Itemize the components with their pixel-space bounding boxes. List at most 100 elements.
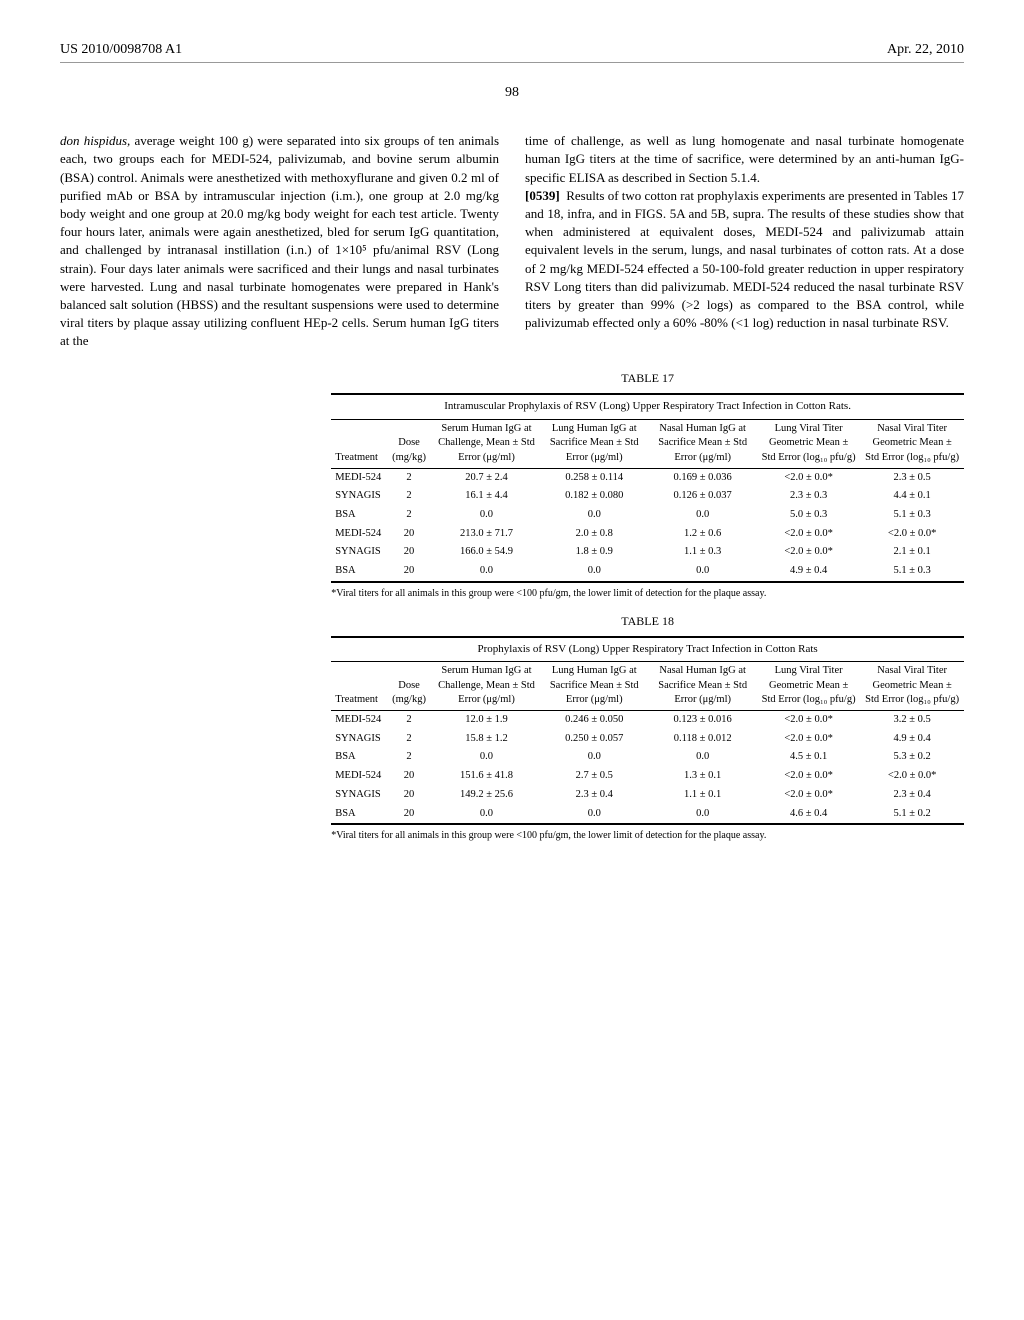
table-header: Nasal Viral Titer Geometric Mean ± Std E… <box>860 662 964 711</box>
table-cell: 4.6 ± 0.4 <box>757 805 860 825</box>
table-header: Lung Human IgG at Sacrifice Mean ± Std E… <box>540 420 648 469</box>
table-cell: 0.0 <box>648 562 757 582</box>
table-cell: 2.1 ± 0.1 <box>860 543 964 562</box>
table-row: BSA200.00.00.04.9 ± 0.45.1 ± 0.3 <box>331 562 964 582</box>
table-cell: 0.0 <box>540 506 648 525</box>
page-number: 98 <box>60 83 964 103</box>
table-row: BSA200.00.00.04.6 ± 0.45.1 ± 0.2 <box>331 805 964 825</box>
table-cell: SYNAGIS <box>331 487 385 506</box>
table-18-data: Treatment Dose (mg/kg) Serum Human IgG a… <box>331 662 964 825</box>
table-row: SYNAGIS20149.2 ± 25.62.3 ± 0.41.1 ± 0.1<… <box>331 786 964 805</box>
table-header: Treatment <box>331 420 385 469</box>
table-cell: <2.0 ± 0.0* <box>757 730 860 749</box>
table-cell: 4.4 ± 0.1 <box>860 487 964 506</box>
table-row: MEDI-52420151.6 ± 41.82.7 ± 0.51.3 ± 0.1… <box>331 767 964 786</box>
table-18-title: Prophylaxis of RSV (Long) Upper Respirat… <box>331 636 964 662</box>
publication-number: US 2010/0098708 A1 <box>60 40 182 60</box>
table-cell: 2.3 ± 0.3 <box>757 487 860 506</box>
table-header: Nasal Viral Titer Geometric Mean ± Std E… <box>860 420 964 469</box>
table-cell: 0.0 <box>648 748 757 767</box>
table-cell: 3.2 ± 0.5 <box>860 711 964 730</box>
table-cell: 0.0 <box>433 805 540 825</box>
table-cell: 0.258 ± 0.114 <box>540 468 648 487</box>
table-row: BSA20.00.00.04.5 ± 0.15.3 ± 0.2 <box>331 748 964 767</box>
table-cell: 15.8 ± 1.2 <box>433 730 540 749</box>
table-cell: BSA <box>331 748 385 767</box>
table-cell: 2.3 ± 0.4 <box>860 786 964 805</box>
table-cell: 5.1 ± 0.3 <box>860 506 964 525</box>
table-row: MEDI-524212.0 ± 1.90.246 ± 0.0500.123 ± … <box>331 711 964 730</box>
table-18: TABLE 18 Prophylaxis of RSV (Long) Upper… <box>331 613 964 843</box>
table-cell: 1.2 ± 0.6 <box>648 525 757 544</box>
table-cell: 2.0 ± 0.8 <box>540 525 648 544</box>
table-cell: 20 <box>385 767 433 786</box>
table-cell: 0.0 <box>540 748 648 767</box>
table-cell: 2.3 ± 0.4 <box>540 786 648 805</box>
table-cell: 0.0 <box>433 562 540 582</box>
table-header: Lung Viral Titer Geometric Mean ± Std Er… <box>757 662 860 711</box>
table-cell: 1.3 ± 0.1 <box>648 767 757 786</box>
table-cell: 0.0 <box>648 506 757 525</box>
table-cell: MEDI-524 <box>331 468 385 487</box>
table-cell: 1.1 ± 0.1 <box>648 786 757 805</box>
right-column: time of challenge, as well as lung homog… <box>525 132 964 350</box>
page-header: US 2010/0098708 A1 Apr. 22, 2010 <box>60 40 964 63</box>
table-cell: 20 <box>385 805 433 825</box>
table-cell: 2 <box>385 506 433 525</box>
table-cell: 2 <box>385 487 433 506</box>
table-cell: 2.7 ± 0.5 <box>540 767 648 786</box>
table-row: MEDI-52420213.0 ± 71.72.0 ± 0.81.2 ± 0.6… <box>331 525 964 544</box>
table-cell: 2 <box>385 748 433 767</box>
table-cell: 0.0 <box>433 748 540 767</box>
table-cell: <2.0 ± 0.0* <box>757 767 860 786</box>
table-cell: SYNAGIS <box>331 730 385 749</box>
table-17-footnote: *Viral titers for all animals in this gr… <box>331 587 964 601</box>
table-cell: 149.2 ± 25.6 <box>433 786 540 805</box>
publication-date: Apr. 22, 2010 <box>887 40 964 60</box>
table-cell: 2 <box>385 730 433 749</box>
table-cell: 5.1 ± 0.2 <box>860 805 964 825</box>
table-header: Nasal Human IgG at Sacrifice Mean ± Std … <box>648 662 757 711</box>
table-cell: MEDI-524 <box>331 711 385 730</box>
table-cell: 1.8 ± 0.9 <box>540 543 648 562</box>
body-columns: don hispidus, average weight 100 g) were… <box>60 132 964 350</box>
table-cell: MEDI-524 <box>331 525 385 544</box>
table-header: Lung Viral Titer Geometric Mean ± Std Er… <box>757 420 860 469</box>
table-header: Treatment <box>331 662 385 711</box>
table-cell: 0.169 ± 0.036 <box>648 468 757 487</box>
table-row: SYNAGIS215.8 ± 1.20.250 ± 0.0570.118 ± 0… <box>331 730 964 749</box>
table-cell: 1.1 ± 0.3 <box>648 543 757 562</box>
table-cell: 213.0 ± 71.7 <box>433 525 540 544</box>
table-cell: BSA <box>331 506 385 525</box>
table-cell: <2.0 ± 0.0* <box>757 525 860 544</box>
right-paragraph-1: time of challenge, as well as lung homog… <box>525 132 964 187</box>
table-cell: 2.3 ± 0.5 <box>860 468 964 487</box>
table-cell: 4.5 ± 0.1 <box>757 748 860 767</box>
table-cell: 16.1 ± 4.4 <box>433 487 540 506</box>
table-17-label: TABLE 17 <box>331 370 964 387</box>
table-header: Serum Human IgG at Challenge, Mean ± Std… <box>433 662 540 711</box>
table-cell: 20.7 ± 2.4 <box>433 468 540 487</box>
table-cell: 151.6 ± 41.8 <box>433 767 540 786</box>
table-cell: 5.3 ± 0.2 <box>860 748 964 767</box>
table-row: SYNAGIS20166.0 ± 54.91.8 ± 0.91.1 ± 0.3<… <box>331 543 964 562</box>
table-header: Dose (mg/kg) <box>385 420 433 469</box>
table-header: Lung Human IgG at Sacrifice Mean ± Std E… <box>540 662 648 711</box>
table-cell: <2.0 ± 0.0* <box>757 468 860 487</box>
table-cell: <2.0 ± 0.0* <box>757 543 860 562</box>
table-cell: 0.250 ± 0.057 <box>540 730 648 749</box>
table-cell: 20 <box>385 543 433 562</box>
table-cell: SYNAGIS <box>331 786 385 805</box>
table-cell: <2.0 ± 0.0* <box>860 525 964 544</box>
table-cell: 2 <box>385 468 433 487</box>
table-cell: SYNAGIS <box>331 543 385 562</box>
table-cell: BSA <box>331 562 385 582</box>
table-18-label: TABLE 18 <box>331 613 964 630</box>
table-cell: <2.0 ± 0.0* <box>757 786 860 805</box>
table-cell: 0.123 ± 0.016 <box>648 711 757 730</box>
table-cell: 12.0 ± 1.9 <box>433 711 540 730</box>
table-cell: 5.1 ± 0.3 <box>860 562 964 582</box>
table-cell: 20 <box>385 562 433 582</box>
table-cell: 0.246 ± 0.050 <box>540 711 648 730</box>
table-cell: 166.0 ± 54.9 <box>433 543 540 562</box>
